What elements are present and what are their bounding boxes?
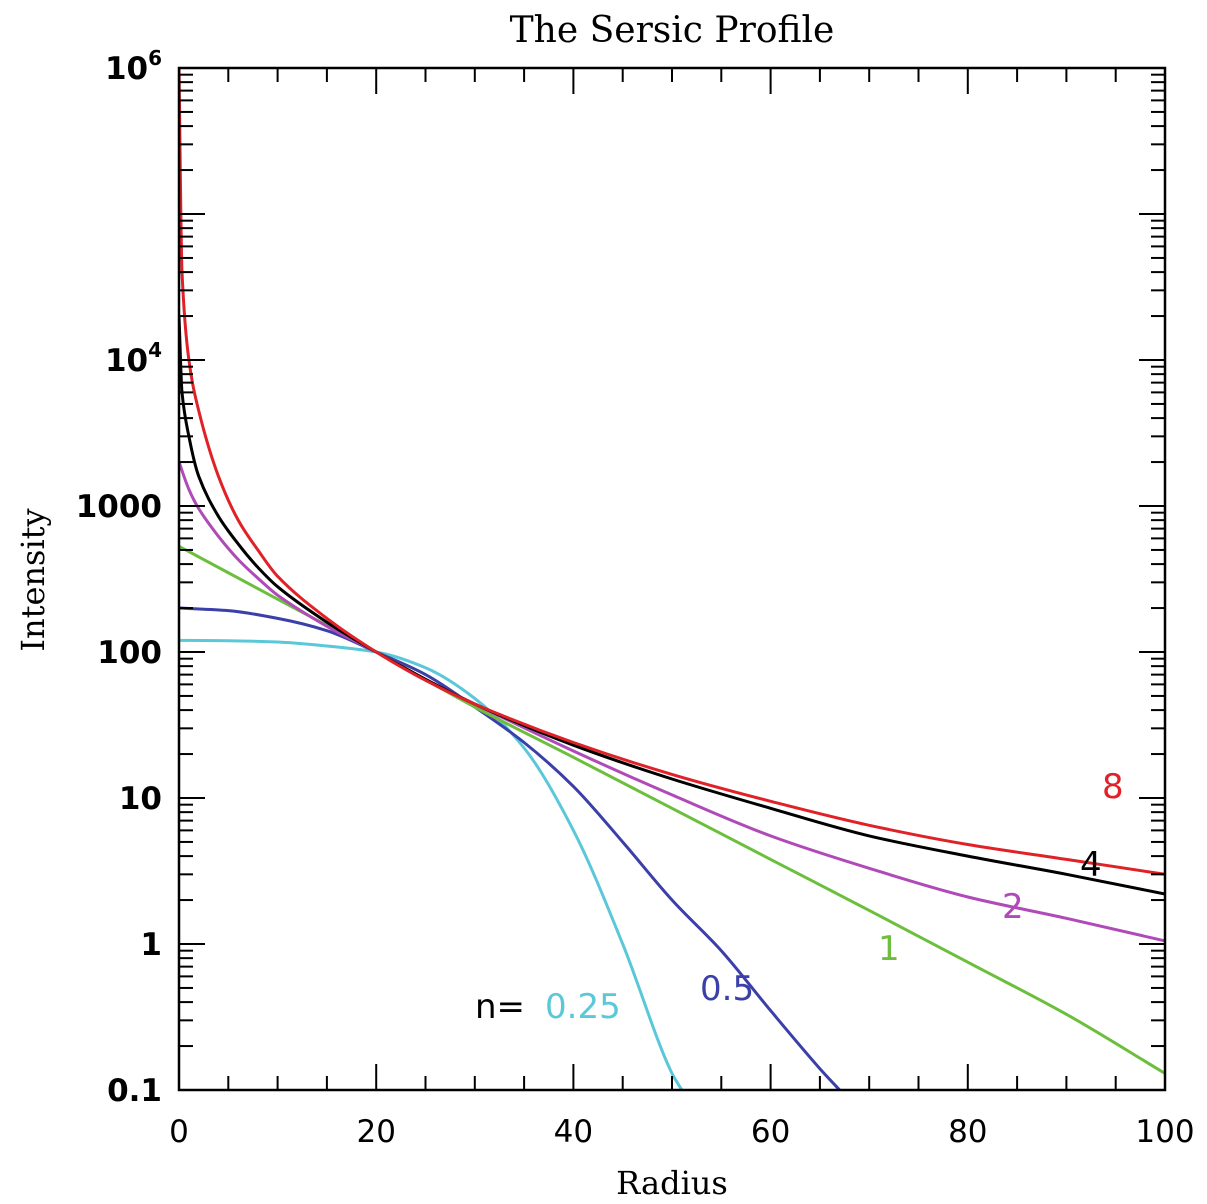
y-axis-label: Intensity	[14, 508, 52, 651]
x-tick-label: 100	[1135, 1114, 1194, 1150]
x-axis-label: Radius	[616, 1164, 728, 1202]
series-prefix-label: n=	[475, 987, 525, 1027]
series-line-n-2	[179, 461, 1165, 943]
y-tick-label: 1000	[76, 489, 162, 525]
y-tick-label: 10	[119, 781, 162, 817]
chart-title: The Sersic Profile	[510, 10, 835, 51]
x-tick-label: 40	[554, 1114, 593, 1150]
series-label-n-2: 2	[1002, 887, 1024, 927]
series-label-n-8: 8	[1102, 767, 1124, 807]
series-label-n-0_5: 0.5	[700, 969, 754, 1009]
series-line-n-8	[179, 68, 1165, 876]
series-line-n-0_25	[179, 638, 684, 1090]
series-label-n-4: 4	[1080, 845, 1102, 885]
series-labels: n= 0.25 0.5 1 2 48	[475, 767, 1124, 1027]
series-label-n-1: 1	[878, 929, 900, 969]
y-tick-label: 104	[105, 338, 162, 379]
x-tick-label: 60	[751, 1114, 790, 1150]
x-tick-label: 0	[169, 1114, 189, 1150]
axis-tick-labels: 0 20 40 60 80 100 0.1 1 10 100 1000 104 106	[76, 46, 1195, 1150]
axis-ticks	[178, 67, 1166, 1091]
y-tick-label: 1	[140, 927, 162, 963]
y-tick-label: 100	[97, 635, 162, 671]
series-label-n-0_25: 0.25	[545, 987, 621, 1027]
y-tick-label: 0.1	[107, 1073, 162, 1109]
x-tick-label: 20	[356, 1114, 395, 1150]
y-tick-label: 106	[105, 46, 162, 87]
x-tick-label: 80	[948, 1114, 987, 1150]
series-curves	[179, 68, 1165, 1090]
series-line-n-0_5	[179, 606, 841, 1090]
plot-frame	[177, 66, 1167, 1092]
